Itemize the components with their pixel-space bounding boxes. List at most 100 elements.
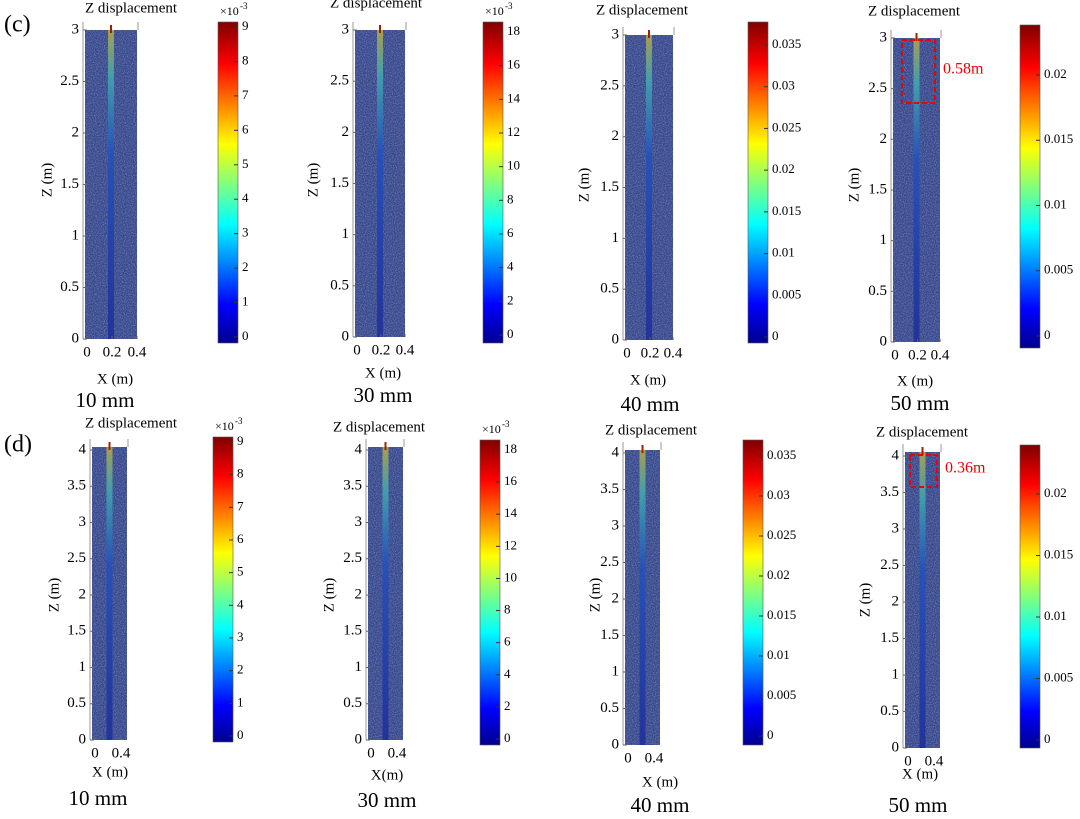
colorbar-tick-label: 0.035 xyxy=(772,36,801,51)
y-axis-label: Z (m) xyxy=(587,578,603,613)
colorbar-tick-label: 6 xyxy=(504,634,511,649)
colorbar-tick-label: 0 xyxy=(772,328,779,343)
colorbar-tick-label: 0.01 xyxy=(772,245,795,260)
colorbar-tick-label: 3 xyxy=(242,225,249,240)
colorbar-tick-label: 8 xyxy=(507,191,514,206)
y-tick-label: 2 xyxy=(79,586,87,602)
x-tick-label: 0 xyxy=(891,347,899,363)
colorbar-tick-label: 0 xyxy=(767,727,774,742)
colorbar-tick-label: 2 xyxy=(504,698,511,713)
colorbar-tick-label: 18 xyxy=(504,441,517,456)
caption: 30 mm xyxy=(358,788,417,812)
colorbar-tick-label: 14 xyxy=(507,90,521,105)
y-tick-label: 2.5 xyxy=(868,80,887,96)
y-tick-label: 1.5 xyxy=(60,176,79,192)
row-label: (c) xyxy=(4,12,31,38)
colorbar-scale-power: -3 xyxy=(235,416,243,426)
colorbar-tick-label: 0.005 xyxy=(772,286,801,301)
colorbar xyxy=(217,21,239,344)
y-tick-label: 1.5 xyxy=(330,175,349,191)
caption: 40 mm xyxy=(621,392,680,416)
colorbar-tick-label: 0.02 xyxy=(1044,66,1067,81)
y-axis-label: Z (m) xyxy=(305,163,321,198)
y-tick-label: 1 xyxy=(892,666,900,682)
x-axis-label: X (m) xyxy=(630,372,666,388)
annotation: 0.58m xyxy=(943,61,984,78)
pile-streak xyxy=(108,30,114,339)
panel: Z displacement 0 0.5 1 1.5 2 2.5 3 3.5 4 0 0.4 X(m) Z… xyxy=(321,419,517,812)
y-tick-label: 2 xyxy=(72,124,80,140)
colorbar-tick-label: 0.005 xyxy=(767,687,796,702)
y-axis-label: Z (m) xyxy=(46,578,62,613)
y-tick-label: 0.5 xyxy=(868,283,887,299)
colorbar-tick-label: 3 xyxy=(237,629,244,644)
colorbar-tick-label: 0.025 xyxy=(767,527,796,542)
y-tick-label: 4 xyxy=(892,447,900,463)
y-tick-label: 0.5 xyxy=(330,277,349,293)
x-tick-label: 0.4 xyxy=(128,344,147,360)
y-tick-label: 0 xyxy=(612,736,620,752)
colorbar-scale: ×10 xyxy=(215,419,234,433)
y-axis-label: Z (m) xyxy=(39,163,55,198)
x-axis-label: X (m) xyxy=(897,373,933,389)
colorbar-tick-label: 6 xyxy=(237,531,244,546)
y-tick-label: 2 xyxy=(612,128,620,144)
y-tick-label: 1.5 xyxy=(67,623,86,639)
x-tick-label: 0.4 xyxy=(931,347,950,363)
y-tick-label: 2 xyxy=(892,593,900,609)
panel: Z displacement 0 0.5 1 1.5 2 2.5 3 3.5 4 0 0.4X (m)… xyxy=(857,424,1073,816)
x-tick-label: 0.4 xyxy=(925,753,944,769)
colorbar-tick-label: 16 xyxy=(507,57,521,72)
y-tick-label: 0 xyxy=(355,731,363,747)
colorbar-tick-label: 0.01 xyxy=(1044,608,1067,623)
colorbar-tick-label: 0.025 xyxy=(772,119,801,134)
y-tick-label: 2.5 xyxy=(67,550,86,566)
y-tick-label: 0.5 xyxy=(60,279,79,295)
colorbar-tick-label: 6 xyxy=(242,121,249,136)
colorbar xyxy=(1019,24,1041,349)
colorbar xyxy=(742,439,764,746)
y-tick-label: 0.5 xyxy=(67,695,86,711)
y-tick-label: 2 xyxy=(342,124,350,140)
y-tick-label: 3 xyxy=(355,514,363,530)
x-tick-label: 0.4 xyxy=(388,745,407,761)
y-tick-label: 1.5 xyxy=(343,623,362,639)
colorbar-tick-label: 7 xyxy=(242,87,249,102)
y-tick-label: 1.5 xyxy=(600,627,619,643)
colorbar-tick-label: 0.02 xyxy=(1044,485,1067,500)
colorbar-tick-label: 0 xyxy=(504,730,511,745)
plot-title: Z displacement xyxy=(85,415,178,431)
y-tick-label: 2.5 xyxy=(880,557,899,573)
caption: 50 mm xyxy=(889,793,948,817)
y-tick-label: 2.5 xyxy=(600,77,619,93)
x-tick-label: 0 xyxy=(83,344,91,360)
x-tick-label: 0 xyxy=(353,342,361,358)
x-tick-label: 0.2 xyxy=(641,345,660,361)
y-tick-label: 0 xyxy=(880,333,888,349)
y-tick-label: 1 xyxy=(355,659,363,675)
y-tick-label: 3 xyxy=(612,26,620,42)
colorbar-tick-label: 8 xyxy=(237,466,244,481)
colorbar-tick-label: 9 xyxy=(237,433,244,448)
pile-streak xyxy=(646,35,652,340)
colorbar-tick-label: 0.015 xyxy=(1044,546,1073,561)
colorbar-scale: ×10 xyxy=(485,4,504,18)
plot-title: Z displacement xyxy=(330,0,423,11)
colorbar-tick-label: 1 xyxy=(242,294,249,309)
y-axis-label: Z (m) xyxy=(857,583,873,618)
y-tick-label: 3 xyxy=(892,520,900,536)
x-axis-label: X(m) xyxy=(371,767,404,783)
colorbar-tick-label: 0.02 xyxy=(767,567,790,582)
y-tick-label: 1 xyxy=(79,659,87,675)
pile-streak xyxy=(639,450,646,745)
y-tick-label: 4 xyxy=(79,441,87,457)
x-tick-label: 0 xyxy=(91,745,99,761)
colorbar-scale: ×10 xyxy=(482,422,501,436)
x-tick-label: 0.2 xyxy=(908,347,927,363)
colorbar-tick-label: 5 xyxy=(242,156,249,171)
y-tick-label: 1.5 xyxy=(600,179,619,195)
y-tick-label: 2.5 xyxy=(343,550,362,566)
